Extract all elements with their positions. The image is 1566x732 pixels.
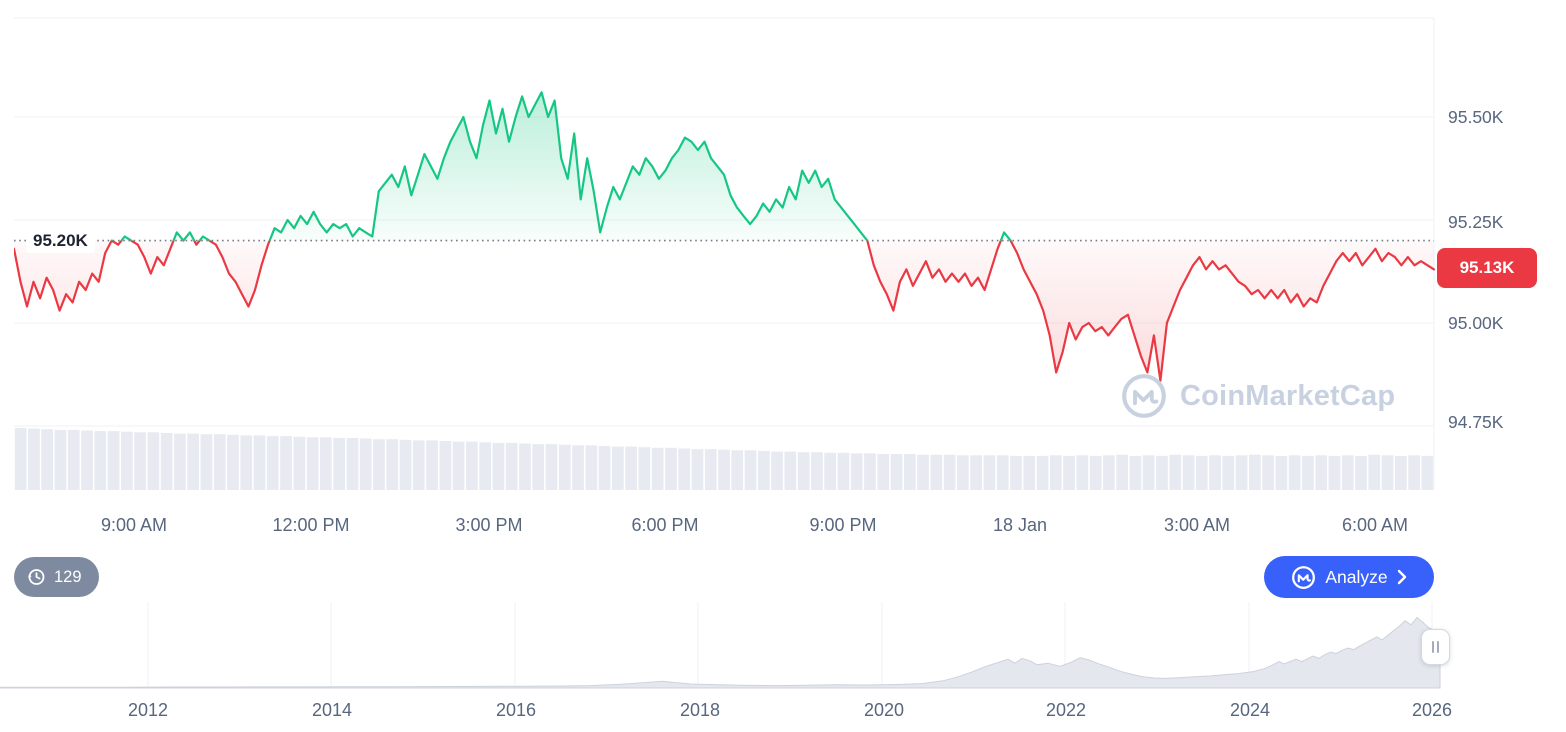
time-tick: 9:00 AM	[100, 515, 168, 535]
time-tick: 3:00 PM	[455, 515, 523, 535]
navigator-canvas[interactable]	[0, 602, 1566, 690]
baseline-price-label: 95.20K	[26, 229, 95, 253]
analyze-label: Analyze	[1325, 566, 1388, 587]
y-axis-tick: 95.50K	[1448, 107, 1504, 127]
price-chart-canvas[interactable]	[0, 0, 1566, 505]
time-tick: 6:00 PM	[631, 515, 699, 535]
y-axis-tick: 95.25K	[1448, 212, 1504, 232]
history-count: 129	[54, 567, 82, 586]
time-axis: 9:00 AM 12:00 PM 3:00 PM 6:00 PM 9:00 PM…	[0, 515, 1566, 539]
year-tick: 2012	[127, 700, 169, 720]
analyze-button[interactable]: Analyze	[1264, 556, 1434, 598]
time-tick: 18 Jan	[992, 515, 1048, 535]
time-tick: 9:00 PM	[809, 515, 877, 535]
watermark-text: CoinMarketCap	[1180, 379, 1396, 412]
cmc-logo-icon	[1120, 372, 1168, 420]
y-axis-tick: 94.75K	[1448, 412, 1504, 432]
year-tick: 2026	[1411, 700, 1453, 720]
cmc-logo-icon	[1291, 565, 1316, 590]
time-tick: 3:00 AM	[1163, 515, 1231, 535]
y-axis-tick: 95.00K	[1448, 313, 1504, 333]
history-icon	[26, 567, 46, 587]
pause-handle-icon	[1432, 641, 1434, 653]
year-tick: 2018	[679, 700, 721, 720]
year-axis: 2012 2014 2016 2018 2020 2022 2024 2026	[0, 700, 1566, 724]
year-tick: 2022	[1045, 700, 1087, 720]
current-price-badge: 95.13K	[1437, 248, 1537, 288]
navigator-handle[interactable]	[1421, 629, 1450, 665]
coinmarketcap-watermark: CoinMarketCap	[1120, 372, 1395, 420]
year-tick: 2024	[1229, 700, 1271, 720]
year-tick: 2016	[495, 700, 537, 720]
time-tick: 6:00 AM	[1341, 515, 1409, 535]
time-tick: 12:00 PM	[272, 515, 350, 535]
year-tick: 2014	[311, 700, 353, 720]
chevron-right-icon	[1397, 569, 1407, 585]
year-tick: 2020	[863, 700, 905, 720]
history-count-button[interactable]: 129	[14, 557, 99, 597]
